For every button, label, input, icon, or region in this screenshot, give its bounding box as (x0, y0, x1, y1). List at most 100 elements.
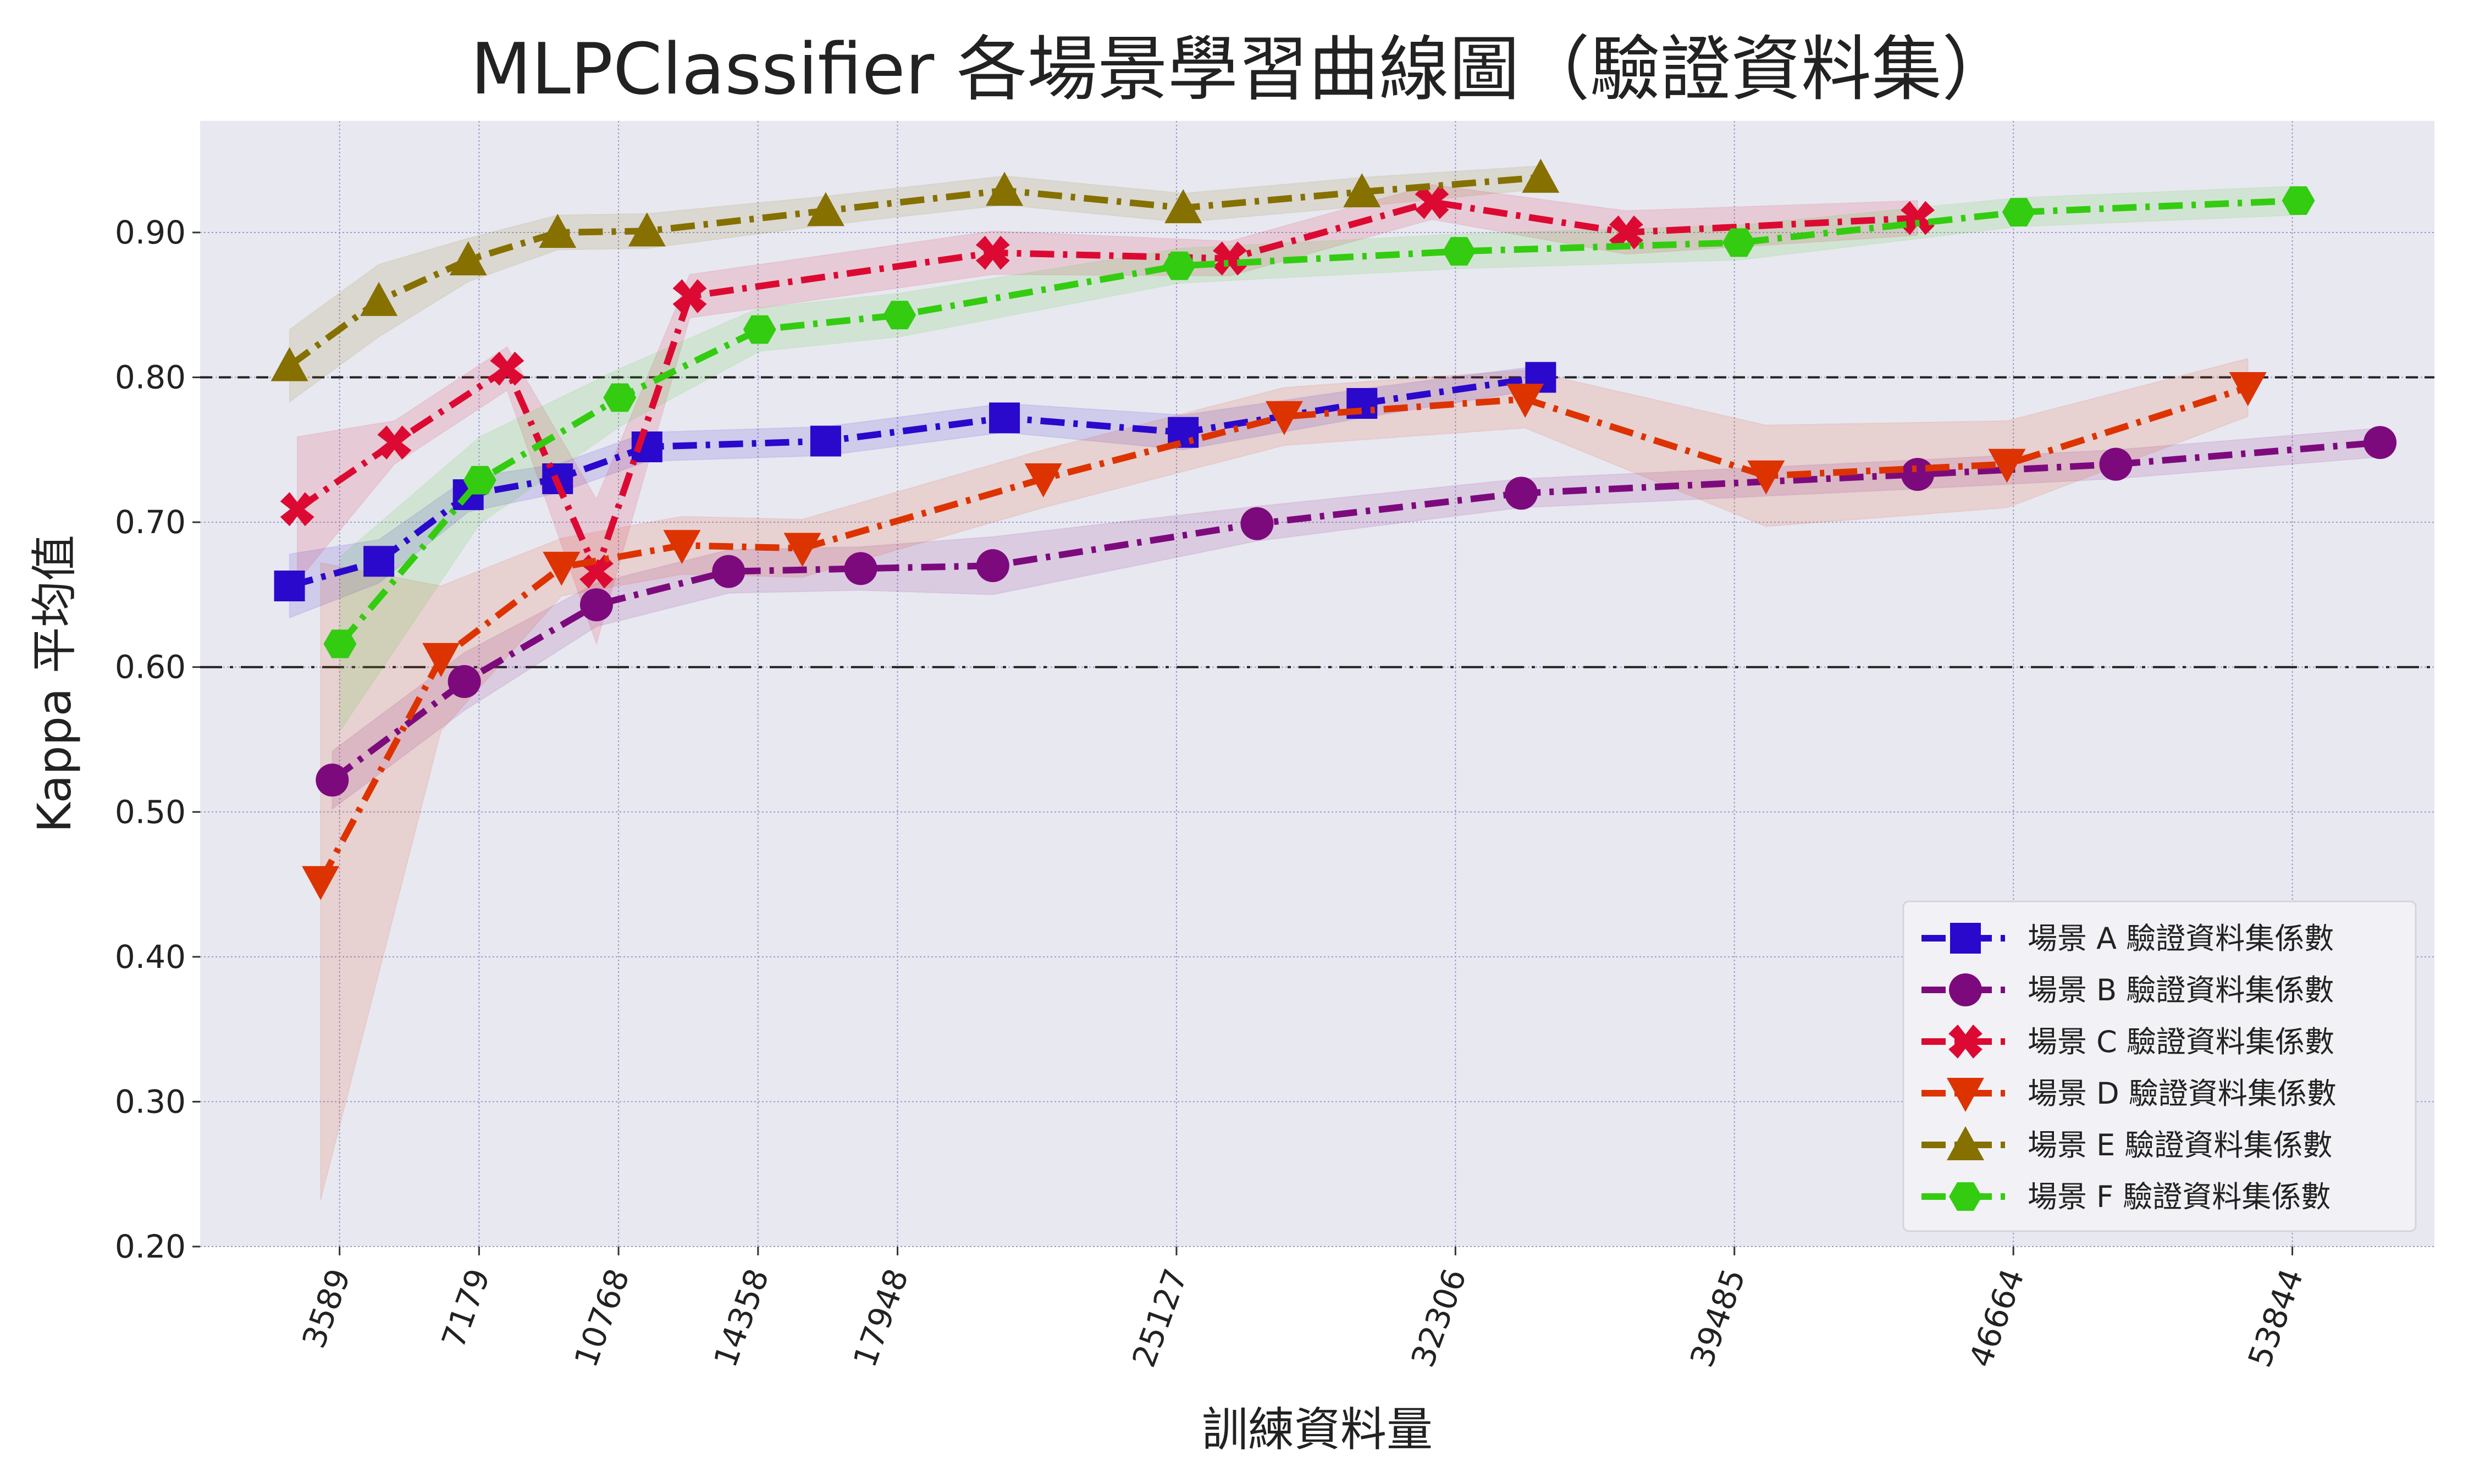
data-point (986, 171, 1024, 206)
data-point (302, 866, 340, 900)
x-axis-ticks: 3589 7179 10768 14358 17948 25127 32306 39485 46… (295, 1247, 2311, 1372)
legend-label: 場景 A 驗證資料集係數 (2028, 921, 2334, 956)
legend-item: 場景 B 驗證資料集係數 (1921, 973, 2334, 1007)
data-point (663, 530, 701, 564)
data-point (1901, 201, 1935, 235)
data-point (1265, 401, 1303, 435)
data-point (422, 643, 460, 677)
data-point (975, 235, 1010, 270)
x-tick-label: 53844 (2241, 1264, 2311, 1372)
data-point (628, 212, 666, 247)
x-tick-label: 3589 (295, 1264, 357, 1353)
series-group (323, 186, 2315, 658)
series-group (316, 426, 2397, 797)
legend-marker (1949, 973, 1982, 1006)
data-point (1609, 215, 1643, 250)
data-point (844, 552, 877, 585)
data-point (2363, 426, 2397, 459)
data-point (2229, 372, 2267, 406)
x-tick-label: 14358 (706, 1264, 776, 1372)
data-point (449, 241, 487, 276)
data-point (539, 213, 577, 248)
data-point (1163, 251, 1196, 280)
legend-label: 場景 E 驗證資料集係數 (2028, 1128, 2332, 1162)
y-tick-label: 0.30 (115, 1083, 186, 1120)
x-tick-label: 39485 (1683, 1264, 1753, 1372)
data-point (783, 533, 821, 567)
y-tick-label: 0.20 (115, 1228, 186, 1265)
series-group (302, 372, 2267, 900)
data-point (1505, 477, 1538, 510)
series-line (288, 174, 1541, 369)
series-line (295, 198, 1918, 575)
y-tick-label: 0.50 (115, 793, 186, 830)
data-point (463, 466, 496, 495)
x-axis-label: 訓練資料量 (1202, 1403, 1433, 1457)
data-point (1442, 237, 1476, 266)
data-point (1024, 463, 1062, 498)
data-point (316, 763, 349, 797)
legend-marker (1947, 1126, 1984, 1160)
data-point (1415, 185, 1449, 219)
series-layer (270, 158, 2397, 900)
legend-marker (1949, 1182, 1982, 1211)
data-point (579, 588, 613, 622)
data-point (712, 555, 745, 588)
y-tick-label: 0.40 (115, 938, 186, 976)
series-band (296, 184, 1918, 646)
data-point (1988, 448, 2026, 483)
data-point (490, 351, 524, 386)
legend-box (1902, 900, 2417, 1232)
data-point (1747, 460, 1785, 495)
y-tick-label: 0.80 (115, 359, 186, 396)
data-point (323, 629, 357, 658)
data-point (976, 549, 1009, 583)
data-point (672, 279, 707, 313)
legend-item: 場景 D 驗證資料集係數 (1921, 1076, 2337, 1112)
data-point (1164, 189, 1202, 224)
data-point (989, 402, 1020, 434)
data-point (280, 492, 314, 527)
y-tick-label: 0.90 (115, 214, 186, 251)
y-axis-ticks: 0.20 0.30 0.40 0.50 0.60 0.70 0.80 0.90 (115, 214, 200, 1265)
x-tick-label: 25127 (1125, 1264, 1195, 1372)
data-point (377, 425, 412, 460)
data-point (743, 315, 776, 344)
x-tick-label: 17948 (846, 1264, 916, 1372)
legend-marker (1950, 923, 1981, 954)
data-point (1240, 507, 1274, 540)
legend-marker (1947, 1078, 1984, 1112)
legend-marker (1948, 1025, 1982, 1059)
chart-title: MLPClassifier 各場景學習曲線圖（驗證資料集） (471, 29, 2012, 110)
data-point (2002, 198, 2035, 227)
x-tick-label: 32306 (1404, 1264, 1473, 1372)
data-point (270, 347, 308, 381)
reference-lines (200, 376, 2434, 668)
y-tick-label: 0.70 (115, 503, 186, 541)
data-point (363, 546, 395, 577)
series-group (270, 158, 1560, 381)
data-point (448, 665, 481, 699)
data-point (1506, 384, 1544, 418)
x-tick-label: 10768 (567, 1264, 637, 1372)
legend-item: 場景 E 驗證資料集係數 (1921, 1126, 2332, 1162)
series-line (330, 439, 2381, 783)
series-group (274, 362, 1556, 602)
data-point (543, 551, 581, 586)
legend-label: 場景 B 驗證資料集係數 (2028, 973, 2334, 1007)
x-tick-label: 46664 (1962, 1264, 2031, 1372)
legend-item: 場景 C 驗證資料集係數 (1921, 1025, 2334, 1059)
data-point (1213, 241, 1247, 276)
y-tick-label: 0.60 (115, 649, 186, 686)
data-point (1722, 228, 1755, 257)
series-line (288, 374, 1542, 589)
data-point (1522, 158, 1560, 193)
y-axis-label: Kappa 平均值 (27, 535, 81, 833)
legend-label: 場景 F 驗證資料集係數 (2028, 1180, 2331, 1214)
data-point (883, 301, 916, 330)
x-tick-label: 7179 (434, 1264, 497, 1353)
data-point (807, 192, 844, 226)
